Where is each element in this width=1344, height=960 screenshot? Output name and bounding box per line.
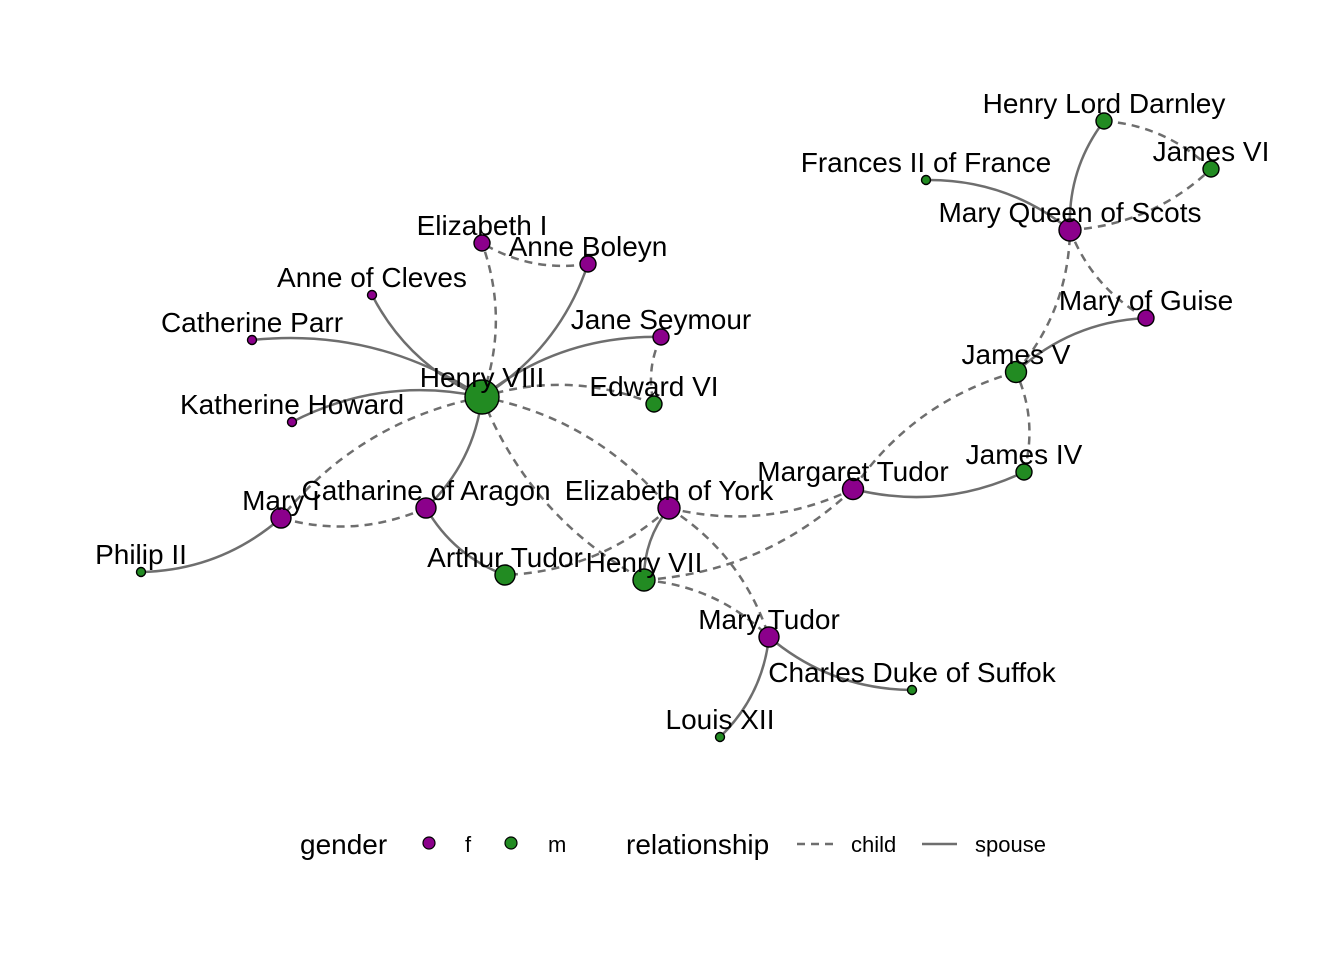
node-maryqueenofscots — [1058, 218, 1082, 242]
node-catherineparr — [246, 334, 258, 346]
node-louis12 — [714, 731, 726, 743]
legend-gender-m-swatch — [504, 836, 518, 850]
node-label-anneofcleves: Anne of Cleves — [277, 262, 467, 293]
edge-spouse-margarettudor-james4 — [852, 470, 1025, 499]
node-francesii — [920, 174, 932, 186]
edge-child-james5-maryqueenofscots — [1015, 229, 1072, 373]
node-label-edward6: Edward VI — [589, 371, 718, 402]
edge-child-henry8-henry7 — [480, 396, 645, 582]
edge-child-henry8-elizabethofyork — [481, 395, 670, 509]
node-label-francesii: Frances II of France — [801, 147, 1052, 178]
node-label-charlesdukeofsuffolk: Charles Duke of Suffok — [768, 657, 1056, 688]
node-label-maryqueenofscots: Mary Queen of Scots — [938, 197, 1201, 228]
legend-gender-f-swatch — [422, 836, 436, 850]
edge-child-catharineofaragon-mary1 — [280, 506, 427, 528]
node-label-james6: James VI — [1153, 136, 1270, 167]
node-label-philip2: Philip II — [95, 539, 187, 570]
edge-child-maryqueenofscots-james6 — [1069, 168, 1212, 232]
node-label-henry8: Henry VIII — [420, 362, 544, 393]
node-maryofguise — [1137, 309, 1155, 327]
node-anneboleyn — [579, 255, 597, 273]
node-label-mary1: Mary I — [242, 485, 320, 516]
node-label-marytudor: Mary Tudor — [698, 604, 840, 635]
node-henry7 — [632, 568, 656, 592]
node-label-henrylorddarnley: Henry Lord Darnley — [983, 88, 1226, 119]
node-james5 — [1004, 360, 1028, 384]
node-charlesdukeofsuffolk — [906, 684, 918, 696]
legend-gender-m-label: m — [548, 832, 566, 857]
legend-gender-f-label: f — [465, 832, 472, 857]
edge-child-henry7-marytudor — [643, 578, 770, 638]
legend-spouse-label: spouse — [975, 832, 1046, 857]
node-henrylorddarnley — [1095, 112, 1113, 130]
edge-spouse-james5-maryofguise — [1015, 316, 1147, 373]
node-label-james4: James IV — [966, 439, 1083, 470]
edge-child-henry8-mary1 — [280, 395, 483, 519]
legend-child-label: child — [851, 832, 896, 857]
edge-child-henry8-elizabeth1 — [480, 242, 498, 398]
node-label-louis12: Louis XII — [666, 704, 775, 735]
node-anneofcleves — [366, 289, 378, 301]
node-elizabeth1 — [473, 234, 491, 252]
node-label-james5: James V — [962, 339, 1071, 370]
node-edward6 — [645, 395, 663, 413]
edge-spouse-henry8-janeseymour — [481, 335, 662, 398]
edge-child-margarettudor-james5 — [851, 370, 1017, 490]
node-james4 — [1015, 463, 1033, 481]
node-label-arthurtudor: Arthur Tudor — [427, 542, 583, 573]
node-label-janeseymour: Jane Seymour — [571, 304, 752, 335]
node-label-elizabeth1: Elizabeth I — [417, 210, 548, 241]
node-katherinehoward — [286, 416, 298, 428]
nodes-layer — [135, 112, 1220, 743]
edge-child-maryofguise-maryqueenofscots — [1068, 229, 1147, 320]
edge-spouse-marytudor-charlesdukeofsuffolk — [768, 636, 913, 692]
node-label-katherinehoward: Katherine Howard — [180, 389, 404, 420]
edge-spouse-maryqueenofscots-henrylorddarnley — [1068, 120, 1105, 231]
node-elizabethofyork — [657, 496, 681, 520]
node-janeseymour — [652, 328, 670, 346]
node-label-catharineofaragon: Catharine of Aragon — [301, 475, 550, 506]
edge-child-henry7-margarettudor — [643, 488, 854, 582]
node-label-catherineparr: Catherine Parr — [161, 307, 343, 338]
edge-spouse-marytudor-louis12 — [719, 636, 771, 738]
legend-gender-title: gender — [300, 829, 387, 860]
edge-spouse-catharineofaragon-arthurtudor — [424, 507, 506, 577]
node-label-margarettudor: Margaret Tudor — [757, 456, 948, 487]
node-margarettudor — [841, 477, 865, 501]
node-label-anneboleyn: Anne Boleyn — [509, 231, 668, 262]
edge-spouse-henry8-katherinehoward — [291, 388, 483, 424]
legend-relationship-title: relationship — [626, 829, 769, 860]
node-label-elizabethofyork: Elizabeth of York — [565, 475, 775, 506]
edge-child-elizabethofyork-marytudor — [668, 506, 771, 638]
node-james6 — [1202, 160, 1220, 178]
edge-spouse-henry8-anneofcleves — [370, 294, 483, 399]
edge-spouse-maryqueenofscots-francesii — [925, 178, 1071, 231]
edge-child-henry8-edward6 — [481, 383, 655, 406]
edge-child-anneboleyn-elizabeth1 — [481, 241, 589, 268]
node-henry8 — [464, 379, 500, 415]
node-catharineofaragon — [415, 497, 437, 519]
edge-spouse-henry8-catherineparr — [251, 336, 483, 399]
node-marytudor — [758, 626, 780, 648]
node-label-maryofguise: Mary of Guise — [1059, 285, 1233, 316]
node-mary1 — [270, 507, 292, 529]
node-label-henry7: Henry VII — [586, 547, 703, 578]
node-philip2 — [135, 566, 147, 578]
node-arthurtudor — [494, 564, 516, 586]
legend: gender f m relationship child spouse — [300, 829, 1046, 860]
edge-child-elizabethofyork-arthurtudor — [504, 507, 670, 577]
edge-spouse-mary1-philip2 — [140, 517, 282, 574]
edge-child-henrylorddarnley-james6 — [1103, 119, 1212, 170]
